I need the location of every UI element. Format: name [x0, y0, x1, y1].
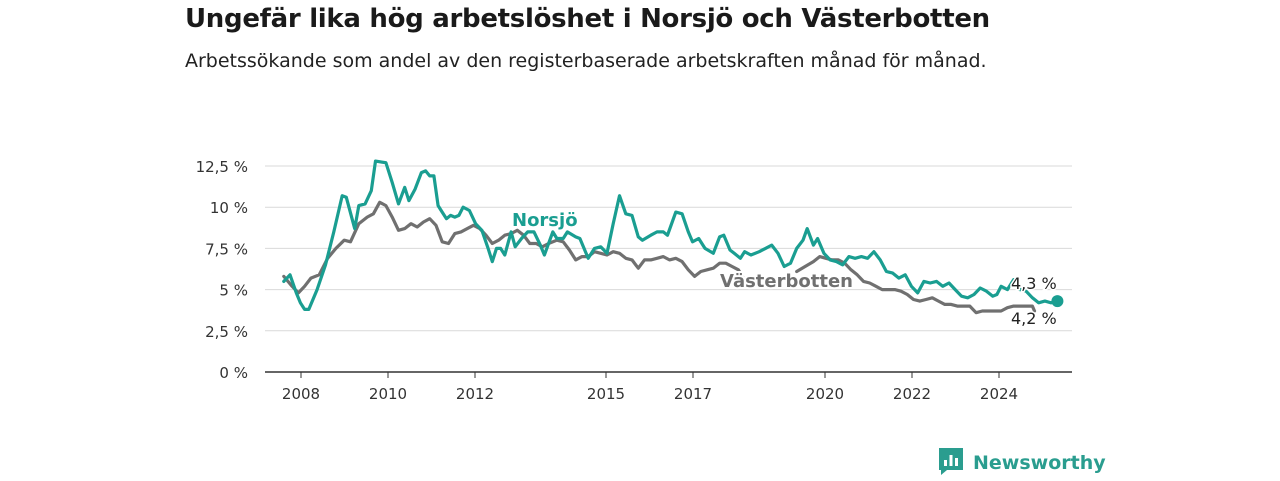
series-line-vasterbotten-cont — [795, 255, 1037, 315]
grid-lines — [265, 165, 1072, 332]
x-tick-label: 2012 — [456, 385, 494, 403]
chart-title: Ungefär lika hög arbetslöshet i Norsjö o… — [185, 4, 990, 34]
end-point-norsjo — [1051, 295, 1064, 308]
series-line-norsjö — [282, 159, 1059, 311]
brand-logo[interactable]: Newsworthy — [937, 446, 1106, 480]
y-tick-label: 5 % — [219, 282, 248, 300]
x-tick-label: 2008 — [282, 385, 320, 403]
y-tick-label: 2,5 % — [205, 323, 248, 341]
brand-name: Newsworthy — [973, 452, 1106, 474]
series-label-vasterbotten: Västerbotten — [720, 271, 853, 292]
y-tick-label: 7,5 % — [205, 240, 248, 258]
x-tick-label: 2022 — [893, 385, 931, 403]
chart-subtitle: Arbetssökande som andel av den registerb… — [185, 50, 987, 72]
series-label-norsjo: Norsjö — [512, 210, 578, 231]
x-tick-label: 2015 — [587, 385, 625, 403]
series-lines — [282, 159, 1064, 315]
y-tick-label: 10 % — [210, 199, 248, 217]
end-label-norsjo: 4,3 % — [1011, 274, 1057, 293]
x-axis: 2008 2010 2012 2015 2017 2020 2022 2024 — [265, 371, 1072, 403]
series-line-västerbotten — [282, 200, 745, 295]
x-tick-label: 2017 — [674, 385, 712, 403]
y-tick-label: 0 % — [219, 364, 248, 382]
x-tick-label: 2020 — [806, 385, 844, 403]
x-tick-label: 2010 — [369, 385, 407, 403]
series-labels: Norsjö Västerbotten 4,3 % 4,2 % — [510, 208, 1058, 330]
chart-bubble-icon — [937, 446, 965, 481]
y-axis: 0 % 2,5 % 5 % 7,5 % 10 % 12,5 % — [196, 158, 248, 382]
x-tick-label: 2024 — [980, 385, 1018, 403]
end-label-vasterbotten: 4,2 % — [1011, 309, 1057, 328]
y-tick-label: 12,5 % — [196, 158, 248, 176]
